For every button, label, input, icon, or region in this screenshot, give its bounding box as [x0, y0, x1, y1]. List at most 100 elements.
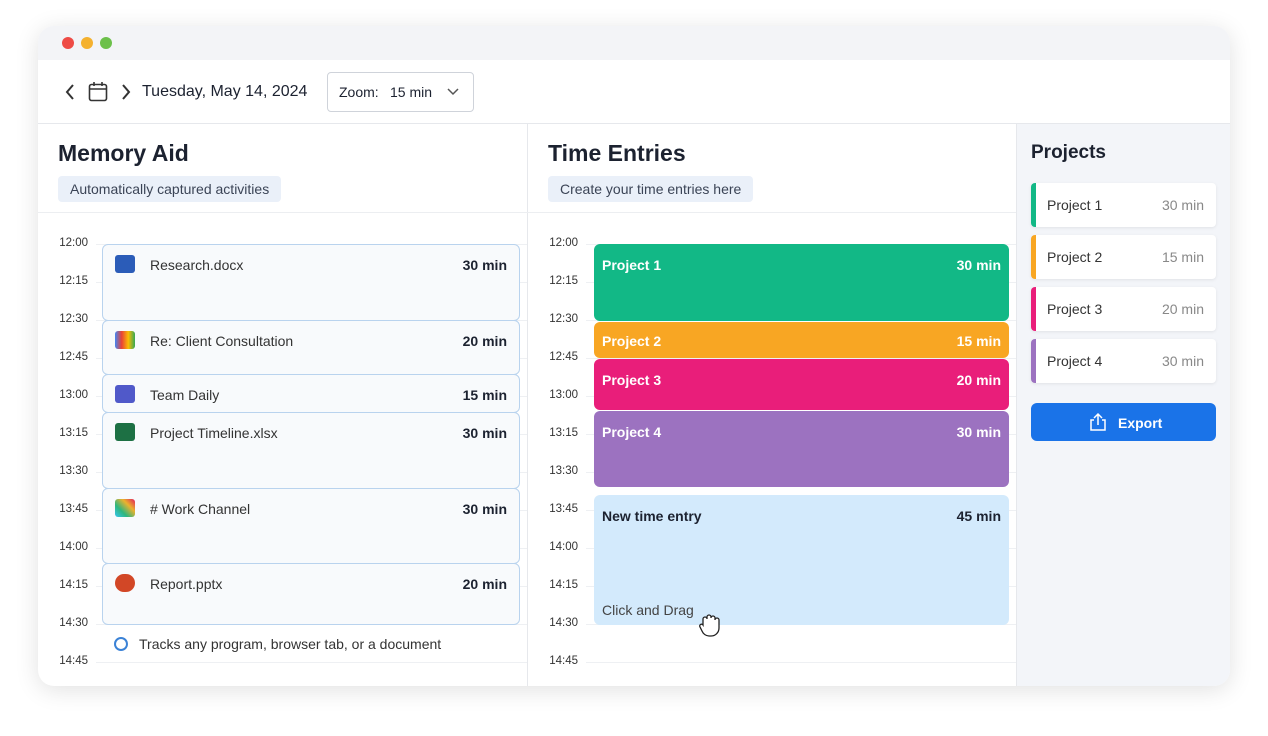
activity-duration: 15 min — [462, 387, 507, 403]
hand-cursor — [699, 614, 720, 637]
time-label: 13:30 — [549, 465, 578, 477]
time-entry[interactable]: Project 3 20 min — [594, 359, 1009, 410]
activity-duration: 30 min — [462, 501, 507, 517]
minimize-button[interactable] — [81, 37, 93, 49]
word-icon — [115, 255, 135, 273]
time-label: 13:15 — [59, 427, 88, 439]
project-name: Project 3 — [1047, 301, 1103, 317]
divider — [527, 124, 528, 686]
activity-duration: 30 min — [462, 257, 507, 273]
time-label: 12:00 — [549, 237, 578, 249]
activity-duration: 20 min — [462, 576, 507, 592]
prev-day[interactable] — [62, 82, 78, 102]
time-label: 13:30 — [59, 465, 88, 477]
chevron — [447, 88, 459, 96]
project-item[interactable]: Project 4 30 min — [1031, 339, 1216, 383]
activity-duration: 20 min — [462, 333, 507, 349]
entry-name: Project 2 — [602, 333, 662, 349]
entry-duration: 15 min — [956, 333, 1001, 349]
activity-name: Re: Client Consultation — [150, 333, 294, 349]
time-entry[interactable]: Project 4 30 min — [594, 411, 1009, 487]
time-label: 12:45 — [59, 351, 88, 363]
grid-line — [586, 662, 1016, 663]
drag-hint: Click and Drag — [602, 602, 694, 618]
title-bar — [38, 26, 1230, 60]
section-title: Memory Aid — [58, 140, 189, 166]
entry-duration: 45 min — [956, 508, 1001, 524]
powerpoint-icon — [115, 574, 135, 592]
time-label: 14:30 — [59, 617, 88, 629]
section-title: Projects — [1031, 142, 1106, 163]
teams-icon — [115, 385, 135, 403]
activity-card[interactable]: Team Daily 15 min — [102, 374, 520, 413]
project-name: Project 1 — [1047, 197, 1103, 213]
entry-duration: 20 min — [956, 372, 1001, 388]
activity-name: Research.docx — [150, 257, 244, 273]
time-label: 14:15 — [59, 579, 88, 591]
activity-name: Report.pptx — [150, 576, 223, 592]
time-label: 12:00 — [59, 237, 88, 249]
zoom-label: Zoom: — [339, 84, 379, 100]
time-entry[interactable]: Project 2 15 min — [594, 322, 1009, 358]
calendar-icon[interactable] — [88, 81, 108, 102]
divider — [38, 123, 1230, 124]
project-item[interactable]: Project 2 15 min — [1031, 235, 1216, 279]
zoom-value: 15 min — [390, 84, 433, 100]
project-duration: 20 min — [1161, 301, 1204, 317]
time-label: 14:45 — [549, 655, 578, 667]
time-label: 14:15 — [549, 579, 578, 591]
divider — [38, 212, 1016, 213]
next-day[interactable] — [118, 82, 134, 102]
entry-name: Project 4 — [602, 424, 662, 440]
grid-line — [96, 662, 527, 663]
project-duration: 15 min — [1161, 249, 1204, 265]
project-duration: 30 min — [1161, 197, 1204, 213]
project-item[interactable]: Project 1 30 min — [1031, 183, 1216, 227]
excel-icon — [115, 423, 135, 441]
export-button[interactable]: Export — [1031, 403, 1216, 441]
entry-duration: 30 min — [956, 424, 1001, 440]
time-label: 12:45 — [549, 351, 578, 363]
time-label: 14:00 — [549, 541, 578, 553]
section-subtitle: Automatically captured activities — [58, 176, 282, 202]
time-label: 12:15 — [59, 275, 88, 287]
time-entry[interactable]: Project 1 30 min — [594, 244, 1009, 321]
section-subtitle: Create your time entries here — [548, 176, 754, 202]
footer-note: Tracks any program, browser tab, or a do… — [139, 636, 442, 652]
activity-card[interactable]: Report.pptx 20 min — [102, 563, 520, 625]
date: Tuesday, May 14, 2024 — [142, 83, 308, 100]
activity-card[interactable]: Research.docx 30 min — [102, 244, 520, 321]
time-label: 13:45 — [549, 503, 578, 515]
entry-duration: 30 min — [956, 257, 1001, 273]
activity-card[interactable]: Re: Client Consultation 20 min — [102, 320, 520, 375]
time-label: 13:00 — [549, 389, 578, 401]
gmail-icon — [115, 331, 135, 349]
time-label: 14:00 — [59, 541, 88, 553]
maximize-button[interactable] — [100, 37, 112, 49]
zoom-select[interactable]: Zoom: 15 min — [327, 72, 474, 112]
project-name: Project 4 — [1047, 353, 1103, 369]
activity-duration: 30 min — [462, 425, 507, 441]
export-icon — [1090, 412, 1106, 431]
activity-card[interactable]: # Work Channel 30 min — [102, 488, 520, 564]
close-button[interactable] — [62, 37, 74, 49]
time-label: 12:30 — [549, 313, 578, 325]
entry-name: Project 1 — [602, 257, 662, 273]
activity-name: Team Daily — [150, 387, 220, 403]
new-time-entry[interactable]: New time entry 45 min Click and Drag — [594, 495, 1009, 625]
project-duration: 30 min — [1161, 353, 1204, 369]
time-label: 14:45 — [59, 655, 88, 667]
project-item[interactable]: Project 3 20 min — [1031, 287, 1216, 331]
entry-name: New time entry — [602, 508, 702, 524]
time-label: 12:15 — [549, 275, 578, 287]
entry-name: Project 3 — [602, 372, 662, 388]
grid-line — [586, 358, 1016, 359]
export-label: Export — [1118, 415, 1163, 431]
activity-card[interactable]: Project Timeline.xlsx 30 min — [102, 412, 520, 489]
time-label: 13:15 — [549, 427, 578, 439]
time-label: 14:30 — [549, 617, 578, 629]
tracking-icon — [114, 637, 128, 651]
section-title: Time Entries — [548, 140, 686, 166]
project-name: Project 2 — [1047, 249, 1103, 265]
